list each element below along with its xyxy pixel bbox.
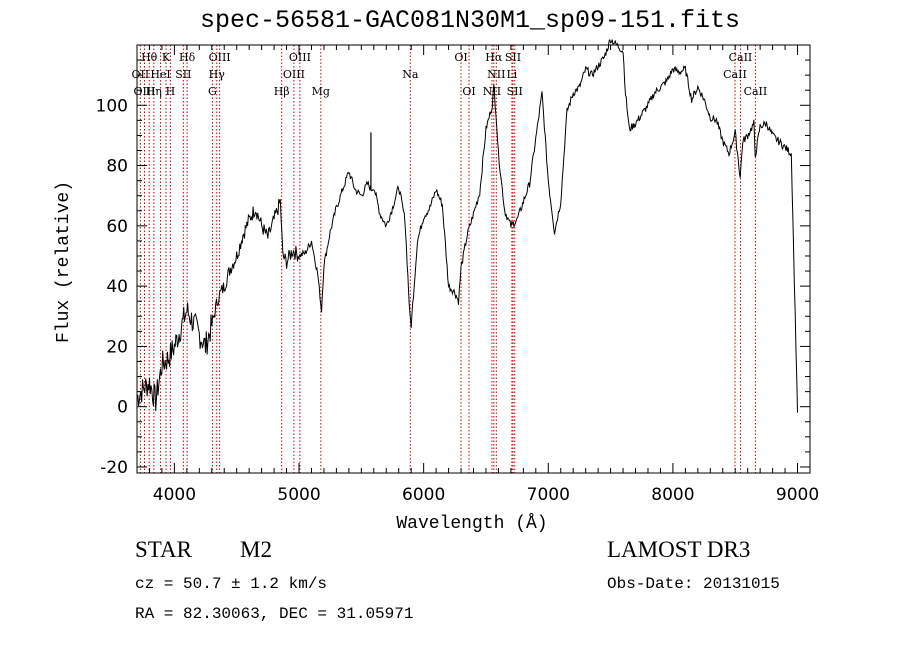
line-label: SII [505, 51, 521, 64]
line-label: Mg [312, 85, 330, 98]
line-label: OIII [209, 51, 231, 64]
line-label: OIII [289, 51, 311, 64]
spectrum-line [136, 38, 798, 413]
x-tick-label: 6000 [402, 485, 445, 505]
chart-title: spec-56581-GAC081N30M1_sp09-151.fits [199, 6, 741, 35]
coordinates: RA = 82.30063, DEC = 31.05971 [135, 605, 414, 623]
observation-date: Obs-Date: 20131015 [607, 575, 780, 593]
line-label: Li [506, 68, 517, 81]
line-label: OIII [283, 68, 305, 81]
x-tick-label: 5000 [277, 485, 320, 505]
y-tick-label: 60 [106, 217, 128, 237]
y-tick-label: 0 [117, 398, 128, 418]
y-tick-label: -20 [100, 458, 128, 478]
line-label: SII [175, 68, 191, 81]
line-markers [139, 45, 756, 473]
x-tick-label: 8000 [651, 485, 694, 505]
line-label: Hγ [209, 68, 226, 81]
plot-frame [136, 44, 811, 474]
line-label: G [208, 85, 217, 98]
x-tick-label: 7000 [527, 485, 570, 505]
redshift-cz: cz = 50.7 ± 1.2 km/s [135, 575, 328, 593]
x-axis-ticks: 4000 5000 6000 7000 8000 9000 [148, 45, 819, 505]
object-class: STAR [135, 537, 192, 562]
object-subclass: M2 [240, 537, 272, 562]
line-label: SII [507, 85, 523, 98]
line-label: OIII [133, 85, 155, 98]
line-label: K [162, 51, 171, 64]
line-label: OI [462, 85, 475, 98]
x-tick-label: 9000 [776, 485, 819, 505]
y-axis-label: Flux (relative) [54, 181, 74, 343]
y-tick-label: 20 [106, 337, 128, 357]
line-label: NII [483, 85, 501, 98]
line-label: CaII [729, 51, 753, 64]
x-axis-label: Wavelength (Å) [396, 513, 547, 534]
line-label: CaII [723, 68, 747, 81]
survey-name: LAMOST DR3 [607, 537, 751, 562]
line-label: CaII [744, 85, 768, 98]
line-label: Hδ [179, 51, 196, 64]
line-label: Hα [485, 51, 503, 64]
y-tick-label: 100 [96, 96, 128, 116]
line-label: Hθ [141, 51, 158, 64]
line-label: NII [487, 68, 505, 81]
line-label: H [166, 85, 176, 98]
line-label: OII [132, 68, 150, 81]
line-label: OI [454, 51, 467, 64]
line-label: Na [402, 68, 419, 81]
x-tick-label: 4000 [153, 485, 196, 505]
y-tick-label: 80 [106, 157, 128, 177]
y-axis-ticks: -20 0 20 40 60 80 100 [96, 59, 810, 478]
y-tick-label: 40 [106, 277, 128, 297]
line-label: HeI [150, 68, 170, 81]
line-label: Hη [146, 85, 162, 98]
line-label: Hβ [274, 85, 290, 98]
